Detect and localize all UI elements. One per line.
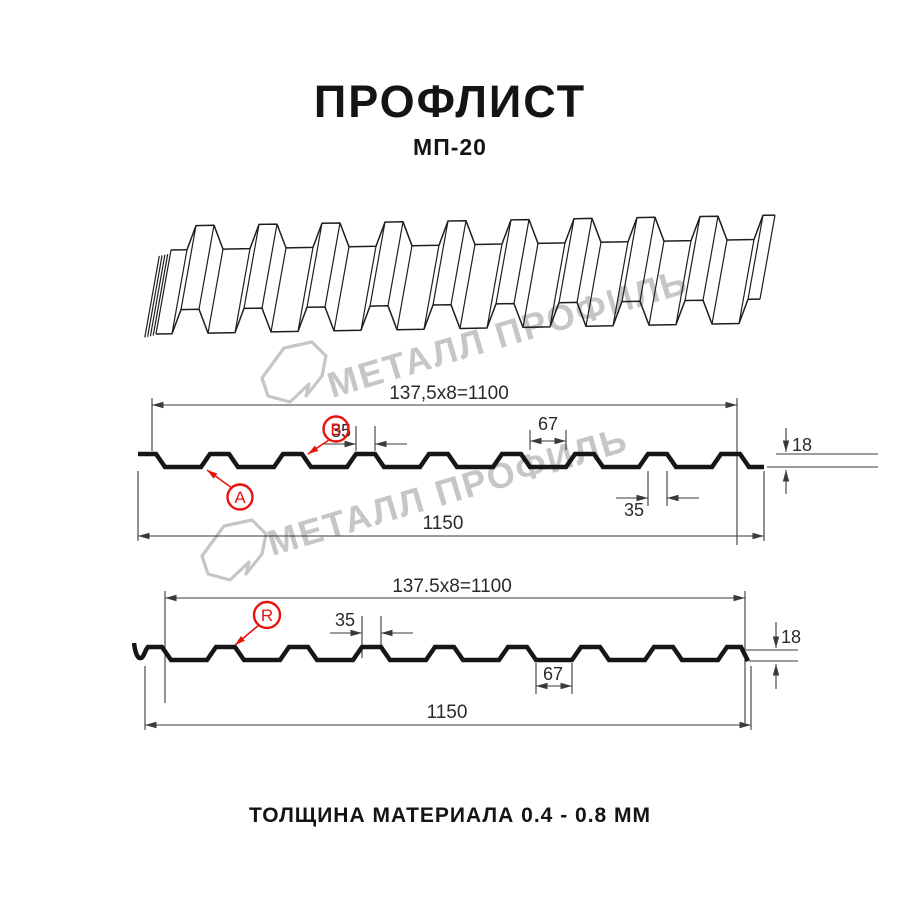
dim-total-width: 1150 xyxy=(423,513,464,534)
profile-cross-section-r xyxy=(131,642,751,663)
callout-r-label: R xyxy=(261,606,273,625)
profile-cross-section-a xyxy=(138,451,764,470)
callout-a-circle xyxy=(226,483,254,511)
metall-profil-logo-icon xyxy=(200,518,268,582)
material-thickness-note: ТОЛЩИНА МАТЕРИАЛА 0.4 - 0.8 ММ xyxy=(248,804,652,827)
dim-flange: 67 xyxy=(543,664,563,684)
section-a-view: 137,5x8=1100 35 67 35 18 xyxy=(137,383,878,545)
dim-rib-top: 35 xyxy=(335,610,355,630)
profile-model-subtitle: МП-20 xyxy=(413,134,487,160)
callout-a-label: A xyxy=(234,488,246,507)
dim-rib-bottom: 35 xyxy=(624,500,644,520)
dim-module-width: 137,5x8=1100 xyxy=(389,383,509,404)
dim-module-width: 137.5x8=1100 xyxy=(392,576,512,597)
dim-height: 18 xyxy=(792,435,812,455)
sheet-3d-lines xyxy=(144,214,776,338)
sheet-3d-lines xyxy=(170,214,776,251)
metall-profil-logo-icon xyxy=(260,340,328,404)
section-r-view: 137.5x8=1100 35 67 18 1150 xyxy=(131,576,801,730)
sheet-3d-lines xyxy=(155,298,761,335)
page-title: ПРОФЛИСТ xyxy=(313,76,587,127)
dim-total-width: 1150 xyxy=(427,702,468,723)
dim-height: 18 xyxy=(781,627,801,647)
sheet-3d-view xyxy=(144,214,776,338)
callout-b-circle xyxy=(322,415,350,443)
callout-b-label: B xyxy=(330,420,341,439)
dim-flange: 67 xyxy=(538,414,558,434)
callout-r-circle xyxy=(252,600,282,630)
watermark-middle: МЕТАЛЛ ПРОФИЛЬ xyxy=(200,418,633,582)
watermark-brand-text: МЕТАЛЛ ПРОФИЛЬ xyxy=(263,418,633,563)
